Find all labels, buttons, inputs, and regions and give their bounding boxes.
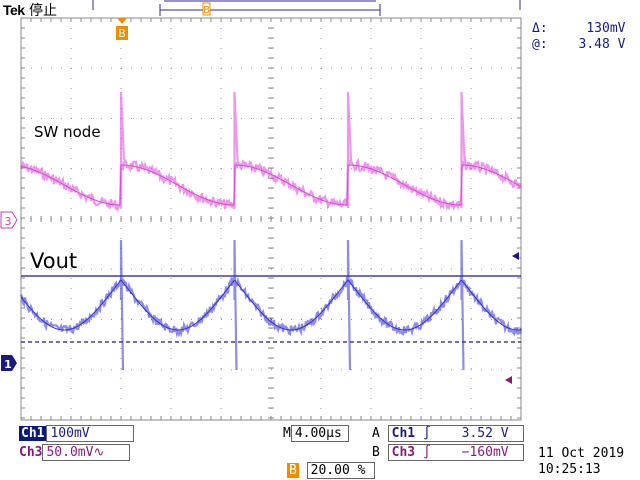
trigger-a-value: 3.52 V	[461, 426, 509, 441]
trigger-position-readout[interactable]: B 20.00 %	[287, 462, 375, 479]
time-readout: 10:25:13	[538, 462, 601, 477]
trigger-a-readout[interactable]: A Ch1 ∫ 3.52 V	[372, 425, 524, 442]
trigger-position-marker[interactable]	[116, 26, 128, 40]
bandwidth-limit-icon: ∿	[93, 445, 105, 460]
sw-node-label: SW node	[34, 123, 101, 141]
timebase-prefix: M	[283, 426, 291, 441]
ch3-scale-readout[interactable]: Ch3 50.0mV∿	[19, 444, 131, 461]
cursor-at-readout: @: 3.48 V	[532, 37, 625, 52]
delta-value: 130mV	[586, 21, 626, 36]
trigger-position-tag: B	[287, 463, 299, 478]
acquisition-status: 停止	[29, 3, 58, 19]
ch3-ground-marker[interactable]	[0, 211, 18, 229]
rising-edge-icon: ∫	[422, 426, 431, 441]
ch3-scale-value: 50.0mV	[46, 445, 94, 460]
brand-label: Tek 停止	[3, 0, 57, 20]
trigger-b-readout[interactable]: B Ch3 ∫ −160mV	[372, 444, 524, 461]
trigger-a-letter: A	[372, 426, 380, 441]
ch1-scale-readout[interactable]: Ch1 100mV	[19, 425, 135, 442]
rising-edge-icon: ∫	[422, 445, 431, 460]
trigger-a-channel: Ch1	[391, 426, 416, 441]
graticule	[20, 17, 522, 421]
trigger-b-letter: B	[372, 445, 380, 460]
trigger-position-letter: B	[118, 27, 126, 40]
ch1-ground-marker[interactable]	[1, 355, 17, 371]
record-view-bar	[92, 0, 521, 16]
trigger-position-value: 20.00 %	[306, 462, 375, 479]
vout-label: Vout	[30, 249, 77, 273]
cursor-delta-readout: Δ: 130mV	[532, 21, 625, 36]
ch1-waveform	[20, 239, 523, 371]
at-value: 3.48 V	[578, 37, 626, 52]
ch1-tag: Ch1	[19, 426, 47, 441]
ch1-ground-label: 1	[4, 358, 12, 371]
ch1-trigger-level-arrow[interactable]	[512, 252, 519, 260]
ch3-waveform	[20, 91, 522, 213]
ch3-waveform-core	[20, 164, 522, 206]
record-trigger-letter: B	[203, 5, 210, 16]
ch1-waveform-core	[20, 279, 522, 331]
trigger-b-value: −160mV	[461, 445, 509, 460]
timebase-readout[interactable]: M 4.00µs	[283, 425, 349, 442]
ch3-tag: Ch3	[19, 445, 43, 460]
ch1-scale-value: 100mV	[46, 425, 135, 442]
at-symbol: @:	[532, 37, 548, 52]
record-trigger-marker	[202, 2, 211, 16]
date-readout: 11 Oct 2019	[538, 446, 625, 461]
ch3-trigger-level-arrow[interactable]	[505, 376, 512, 384]
ch3-ground-label: 3	[5, 215, 12, 228]
brand-text: Tek	[3, 2, 25, 18]
timebase-value: 4.00µs	[290, 425, 349, 442]
trigger-b-channel: Ch3	[391, 445, 416, 460]
delta-symbol: Δ:	[532, 21, 548, 36]
trigger-position-arrow	[117, 18, 127, 24]
